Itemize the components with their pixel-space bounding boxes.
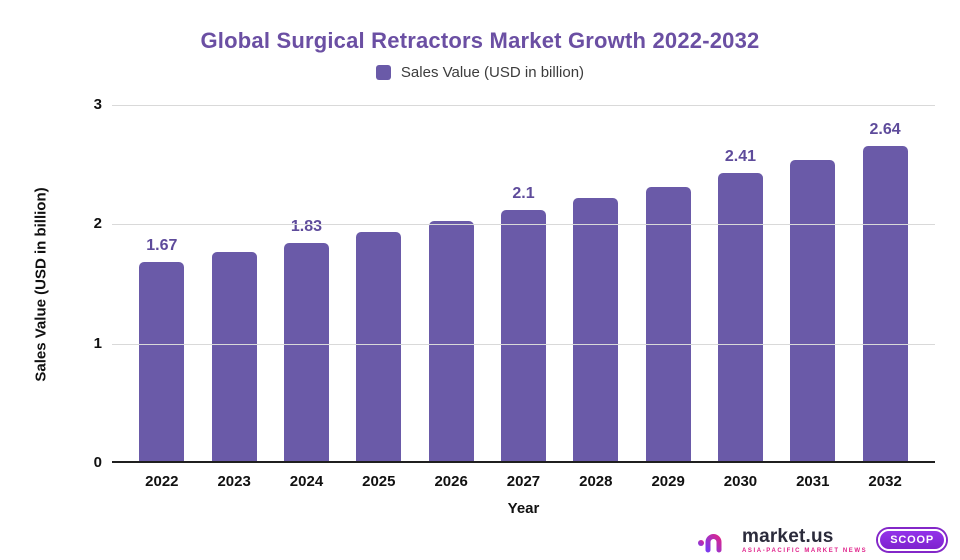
x-axis-tick-label: 2024 bbox=[289, 473, 324, 490]
brand-name: market.us bbox=[741, 525, 834, 547]
x-axis-tick-label: 2031 bbox=[796, 473, 830, 490]
bar-column bbox=[645, 162, 691, 461]
bar-column bbox=[428, 196, 474, 461]
y-axis-tick-label: 3 bbox=[93, 96, 102, 113]
bar-column: 2.64 bbox=[862, 120, 908, 461]
chart-title: Global Surgical Retractors Market Growth… bbox=[200, 28, 760, 53]
x-axis-tick-label: 2030 bbox=[723, 473, 758, 490]
bar-column: 2.41 bbox=[717, 148, 763, 461]
gridline bbox=[112, 105, 935, 106]
bar-column bbox=[573, 173, 619, 461]
bar-value-label: 2.1 bbox=[512, 185, 535, 203]
brand-tagline: ASIA-PACIFIC MARKET NEWS bbox=[741, 547, 868, 554]
gridline bbox=[112, 224, 935, 226]
bar-column: 1.67 bbox=[139, 236, 185, 461]
bar-2028[interactable] bbox=[573, 198, 619, 461]
brand-text-block: market.us ASIA-PACIFIC MARKET NEWS bbox=[742, 527, 867, 554]
bar-value-label: 2.41 bbox=[724, 148, 757, 166]
marketus-logo-icon bbox=[697, 531, 734, 553]
bar-2027[interactable] bbox=[500, 210, 546, 461]
x-axis-tick-label: 2023 bbox=[217, 473, 251, 490]
x-axis-tick-label: 2032 bbox=[868, 473, 902, 490]
legend-label: Sales Value (USD in billion) bbox=[400, 64, 585, 81]
scoop-badge: SCOOP bbox=[878, 529, 946, 551]
legend[interactable]: Sales Value (USD in billion) bbox=[0, 64, 960, 81]
plot-area: 1.67 1.83 2.1 2.41 2.64 bbox=[112, 105, 935, 463]
bar-column bbox=[356, 207, 402, 461]
y-axis-tick-label: 2 bbox=[93, 215, 102, 233]
bar-2025[interactable] bbox=[356, 231, 402, 461]
x-axis-title: Year bbox=[507, 500, 540, 517]
bars-container: 1.67 1.83 2.1 2.41 2.64 bbox=[112, 105, 935, 461]
x-axis-tick-label: 2022 bbox=[145, 473, 179, 490]
y-axis-title: Sales Value (USD in billion) bbox=[28, 105, 54, 463]
x-axis-tick-label: 2029 bbox=[651, 473, 685, 490]
bar-2029[interactable] bbox=[645, 186, 691, 461]
gridline bbox=[112, 343, 935, 345]
y-axis-title-text: Sales Value (USD in billion) bbox=[32, 186, 50, 382]
x-axis-tick-label: 2025 bbox=[362, 473, 396, 490]
bar-2031[interactable] bbox=[790, 160, 836, 461]
bar-column: 1.83 bbox=[283, 217, 329, 461]
bar-2032[interactable] bbox=[862, 145, 908, 461]
bar-column: 2.1 bbox=[500, 185, 546, 461]
bar-2030[interactable] bbox=[717, 173, 763, 461]
bar-2022[interactable] bbox=[139, 261, 185, 461]
x-axis-tick-label: 2027 bbox=[506, 473, 541, 490]
legend-swatch-icon bbox=[375, 65, 391, 80]
bar-value-label: 1.83 bbox=[290, 217, 323, 235]
y-axis-tick-label: 0 bbox=[93, 454, 102, 471]
x-axis-tick-label: 2026 bbox=[434, 473, 468, 490]
bar-2023[interactable] bbox=[211, 252, 257, 461]
bar-column bbox=[790, 135, 836, 461]
x-axis-tick-label: 2028 bbox=[579, 473, 613, 490]
bar-value-label: 1.67 bbox=[146, 236, 178, 254]
bar-value-label: 2.64 bbox=[869, 120, 901, 138]
bar-2024[interactable] bbox=[283, 242, 329, 461]
bar-2026[interactable] bbox=[428, 221, 474, 461]
brand-logo[interactable]: market.us ASIA-PACIFIC MARKET NEWS SCOOP bbox=[697, 526, 946, 554]
y-axis-tick-label: 1 bbox=[93, 334, 102, 352]
bar-column bbox=[211, 227, 257, 461]
x-axis-ticks: 2022 2023 2024 2025 2026 2027 2028 2029 2030 2031… bbox=[112, 473, 935, 490]
